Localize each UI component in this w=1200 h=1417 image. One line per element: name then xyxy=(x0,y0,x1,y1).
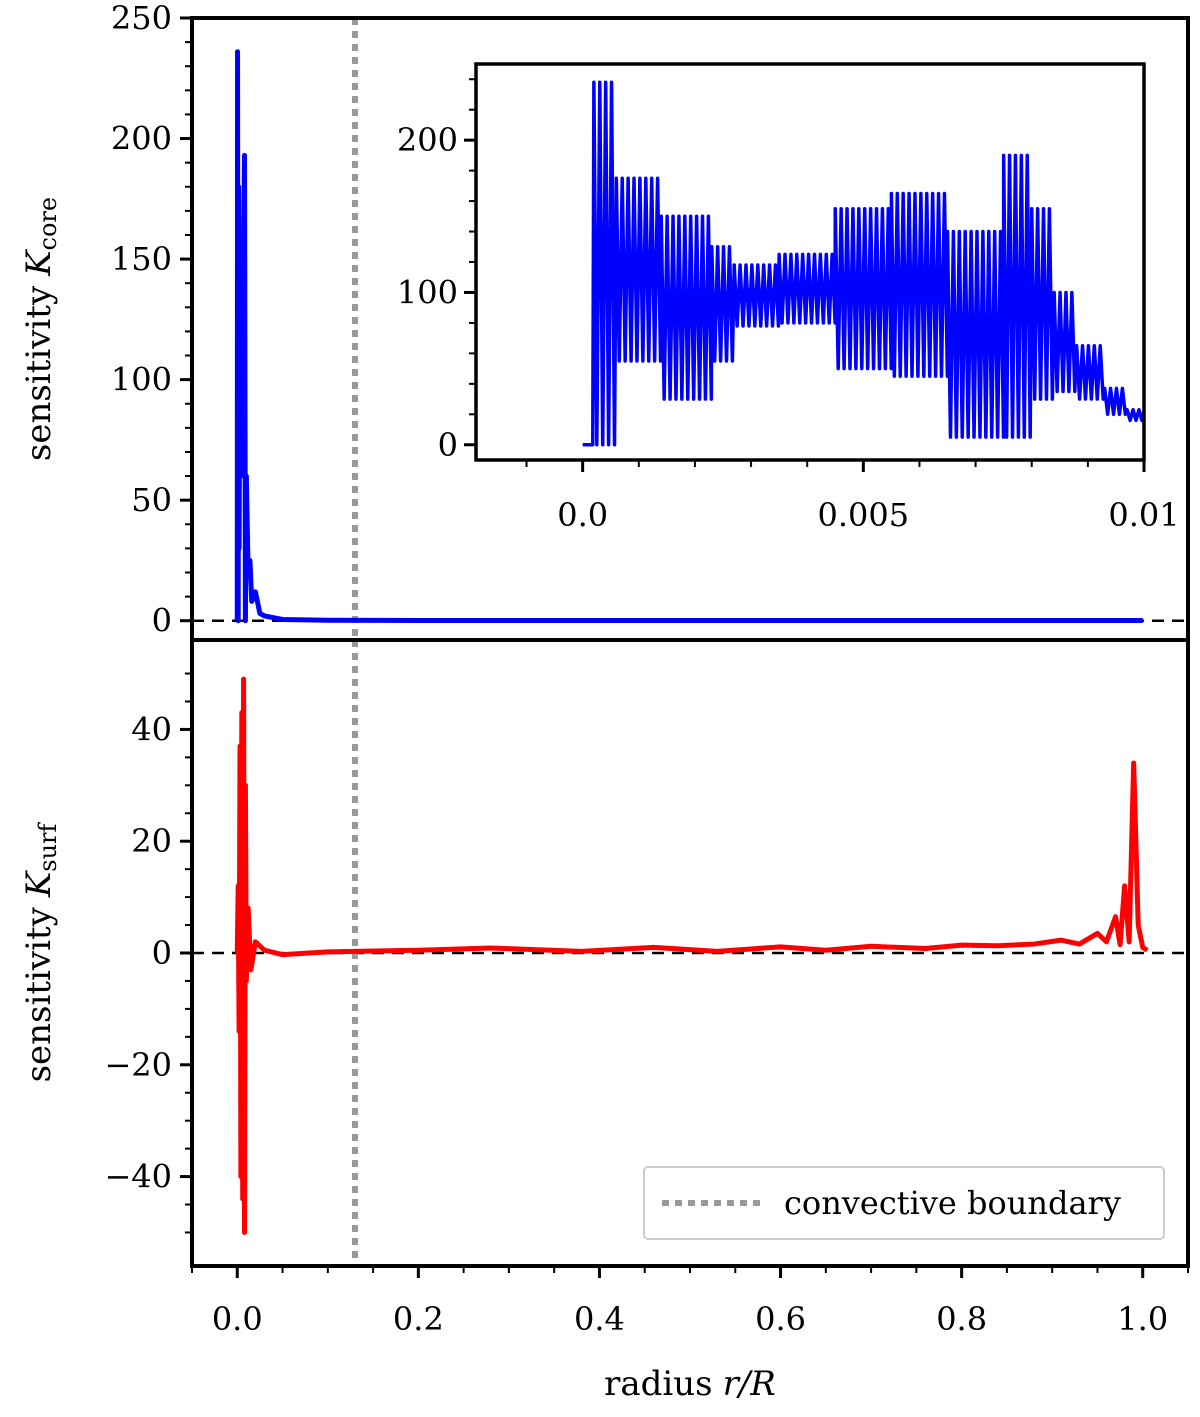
inset-series-k-core-line xyxy=(582,80,1146,447)
legend: convective boundary xyxy=(643,1166,1165,1240)
top-ytick-label: 250 xyxy=(111,0,172,37)
bottom-ylabel-text: sensitivity xyxy=(19,906,59,1082)
bottom-ylabel-symbol: K xyxy=(19,869,59,898)
inset-xtick-label: 0.0 xyxy=(557,496,608,534)
inset-xtick-label: 0.005 xyxy=(818,496,910,534)
top-ylabel-subscript: core xyxy=(34,197,62,251)
inset-ytick-label: 100 xyxy=(397,273,458,311)
series-k-surf-line xyxy=(234,676,1149,1235)
legend-box xyxy=(643,1166,1165,1240)
inset-plot-area xyxy=(582,80,1146,447)
bottom-y-axis: −40 −20 0 20 40 xyxy=(104,672,192,1234)
bottom-ytick-label: −20 xyxy=(104,1046,172,1084)
x-axis-label: radius r/R xyxy=(604,1364,776,1404)
bottom-xtick-label: 0.6 xyxy=(755,1300,806,1338)
inset-xtick-label: 0.01 xyxy=(1108,496,1179,534)
bottom-ytick-label: 40 xyxy=(131,710,172,748)
top-y-axis: 0 50 100 150 200 250 xyxy=(111,0,192,640)
xlabel-text: radius xyxy=(604,1364,713,1404)
bottom-panel: −40 −20 0 20 40 0.0 0.2 0.4 0.6 0.8 1.0 sensitivi… xyxy=(19,638,1190,1404)
bottom-ylabel-subscript: surf xyxy=(34,821,62,871)
bottom-xtick-label: 0.8 xyxy=(936,1300,987,1338)
top-panel: 0 50 100 150 200 250 sensitivity Kcore 0 100 200… xyxy=(19,0,1190,642)
top-ytick-label: 100 xyxy=(111,361,172,399)
top-plot-area xyxy=(192,18,1188,640)
bottom-xtick-label: 0.0 xyxy=(212,1300,263,1338)
series-k-core-line xyxy=(234,49,1143,624)
inset-chart: 0 100 200 0.0 0.005 0.01 xyxy=(397,62,1180,534)
inset-ytick-label: 200 xyxy=(397,121,458,159)
bottom-x-axis: 0.0 0.2 0.4 0.6 0.8 1.0 xyxy=(191,1266,1189,1338)
top-ylabel-symbol: K xyxy=(19,248,59,277)
bottom-plot-area xyxy=(192,640,1188,1266)
bottom-ytick-label: 20 xyxy=(131,822,172,860)
bottom-ytick-label: 0 xyxy=(152,934,172,972)
xlabel-symbol: r/R xyxy=(723,1364,776,1404)
top-ylabel-text: sensitivity xyxy=(19,285,59,461)
top-ytick-label: 0 xyxy=(152,602,172,640)
inset-axes: 0 100 200 0.0 0.005 0.01 xyxy=(397,78,1180,534)
svg-text:sensitivityKcore: sensitivity Kcore xyxy=(19,197,62,461)
inset-ytick-label: 0 xyxy=(438,426,458,464)
top-ytick-label: 50 xyxy=(131,481,172,519)
bottom-ytick-label: −40 xyxy=(104,1158,172,1196)
bottom-y-axis-label: sensitivity Ksurf xyxy=(19,821,62,1082)
svg-text:sensitivityKsurf: sensitivity Ksurf xyxy=(19,821,62,1082)
legend-label-convective-boundary: convective boundary xyxy=(784,1184,1121,1222)
bottom-xtick-label: 0.4 xyxy=(574,1300,625,1338)
top-ytick-label: 200 xyxy=(111,120,172,158)
top-ytick-label: 150 xyxy=(111,240,172,278)
bottom-xtick-label: 1.0 xyxy=(1117,1300,1168,1338)
top-y-axis-label: sensitivity Kcore xyxy=(19,197,62,461)
bottom-xtick-label: 0.2 xyxy=(393,1300,444,1338)
